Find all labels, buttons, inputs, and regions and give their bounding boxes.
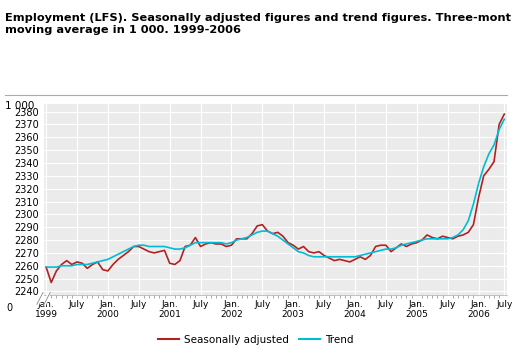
Legend: Seasonally adjusted, Trend: Seasonally adjusted, Trend: [154, 331, 358, 349]
Text: Employment (LFS). Seasonally adjusted figures and trend figures. Three-month
mov: Employment (LFS). Seasonally adjusted fi…: [5, 13, 512, 35]
Text: 0: 0: [6, 303, 12, 313]
Text: 1 000: 1 000: [5, 101, 34, 111]
